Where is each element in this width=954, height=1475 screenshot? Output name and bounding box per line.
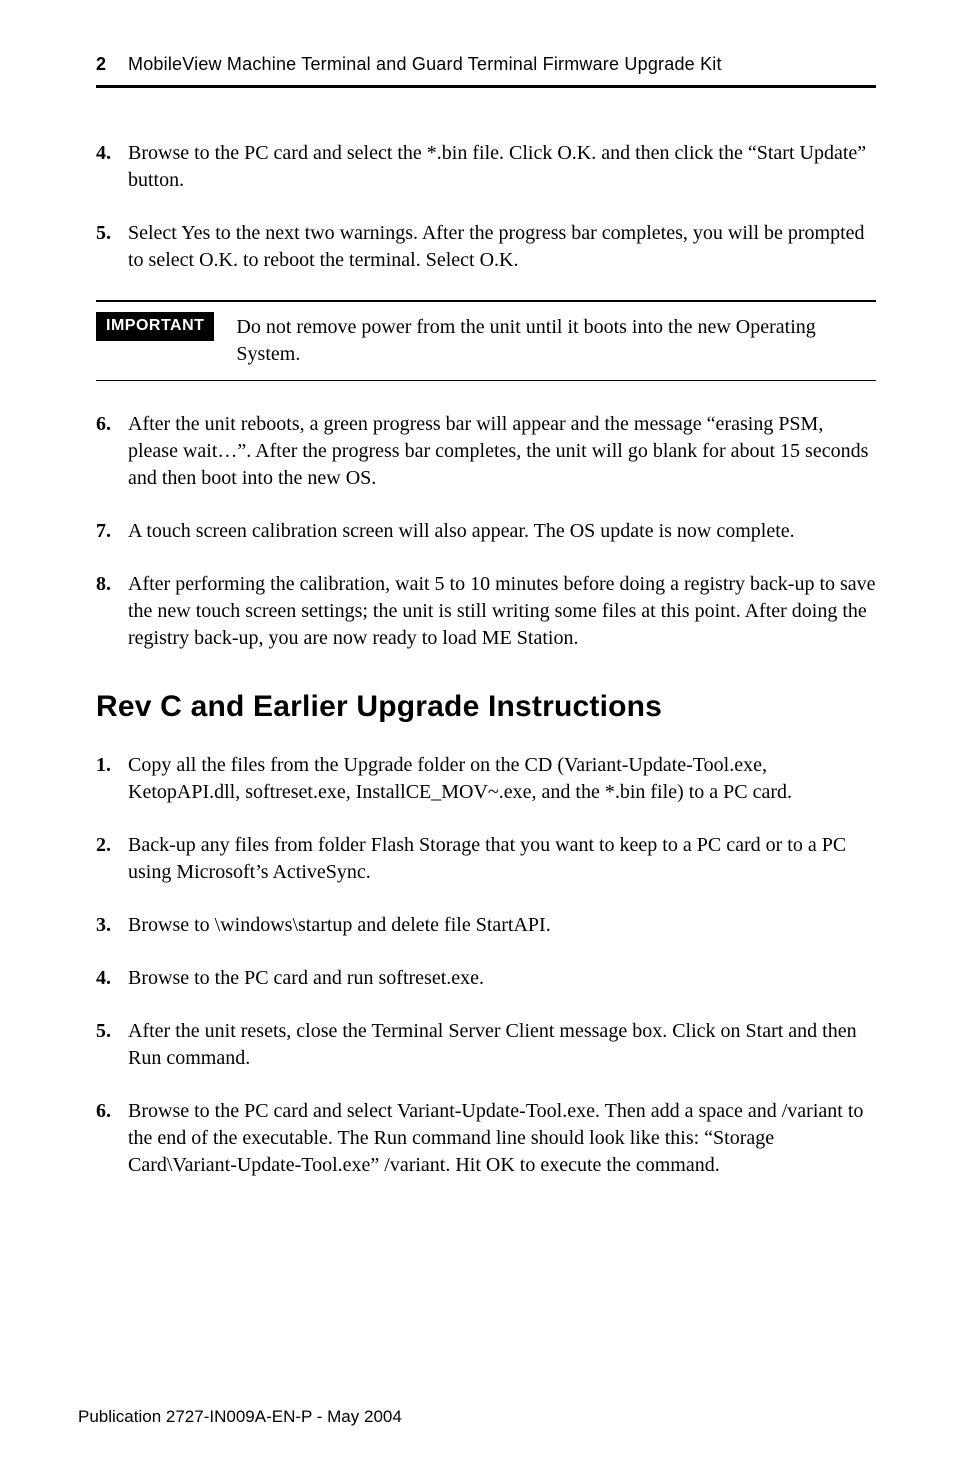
step-item: 5. Select Yes to the next two warnings. … bbox=[96, 220, 876, 274]
step-item: 6. After the unit reboots, a green progr… bbox=[96, 411, 876, 492]
header-title: MobileView Machine Terminal and Guard Te… bbox=[128, 54, 722, 75]
step-number: 1. bbox=[96, 752, 128, 806]
page-content: 4. Browse to the PC card and select the … bbox=[96, 140, 876, 1179]
page-header: 2 MobileView Machine Terminal and Guard … bbox=[96, 54, 876, 75]
step-text: After the unit resets, close the Termina… bbox=[128, 1018, 876, 1072]
step-text: Copy all the files from the Upgrade fold… bbox=[128, 752, 876, 806]
step-item: 6. Browse to the PC card and select Vari… bbox=[96, 1098, 876, 1179]
steps-list-a: 4. Browse to the PC card and select the … bbox=[96, 140, 876, 274]
step-item: 5. After the unit resets, close the Term… bbox=[96, 1018, 876, 1072]
step-text: Back-up any files from folder Flash Stor… bbox=[128, 832, 876, 886]
step-number: 5. bbox=[96, 1018, 128, 1072]
step-text: After the unit reboots, a green progress… bbox=[128, 411, 876, 492]
step-text: After performing the calibration, wait 5… bbox=[128, 571, 876, 652]
step-number: 3. bbox=[96, 912, 128, 939]
step-number: 6. bbox=[96, 411, 128, 492]
step-item: 4. Browse to the PC card and run softres… bbox=[96, 965, 876, 992]
step-item: 3. Browse to \windows\startup and delete… bbox=[96, 912, 876, 939]
header-rule bbox=[96, 85, 876, 88]
step-item: 1. Copy all the files from the Upgrade f… bbox=[96, 752, 876, 806]
step-text: Browse to the PC card and select Variant… bbox=[128, 1098, 876, 1179]
step-number: 5. bbox=[96, 220, 128, 274]
step-number: 8. bbox=[96, 571, 128, 652]
step-item: 4. Browse to the PC card and select the … bbox=[96, 140, 876, 194]
step-text: Browse to the PC card and select the *.b… bbox=[128, 140, 876, 194]
step-item: 8. After performing the calibration, wai… bbox=[96, 571, 876, 652]
page-number: 2 bbox=[96, 54, 106, 75]
step-item: 2. Back-up any files from folder Flash S… bbox=[96, 832, 876, 886]
step-text: Select Yes to the next two warnings. Aft… bbox=[128, 220, 876, 274]
step-text: Browse to the PC card and run softreset.… bbox=[128, 965, 876, 992]
step-item: 7. A touch screen calibration screen wil… bbox=[96, 518, 876, 545]
step-number: 4. bbox=[96, 965, 128, 992]
steps-list-c: 1. Copy all the files from the Upgrade f… bbox=[96, 752, 876, 1179]
important-badge: IMPORTANT bbox=[96, 312, 214, 341]
step-number: 7. bbox=[96, 518, 128, 545]
steps-list-b: 6. After the unit reboots, a green progr… bbox=[96, 411, 876, 652]
step-text: Browse to \windows\startup and delete fi… bbox=[128, 912, 876, 939]
step-text: A touch screen calibration screen will a… bbox=[128, 518, 876, 545]
section-heading: Rev C and Earlier Upgrade Instructions bbox=[96, 690, 876, 724]
publication-footer: Publication 2727-IN009A-EN-P - May 2004 bbox=[78, 1407, 402, 1427]
callout-text: Do not remove power from the unit until … bbox=[236, 312, 876, 368]
step-number: 4. bbox=[96, 140, 128, 194]
important-callout: IMPORTANT Do not remove power from the u… bbox=[96, 300, 876, 381]
step-number: 2. bbox=[96, 832, 128, 886]
step-number: 6. bbox=[96, 1098, 128, 1179]
